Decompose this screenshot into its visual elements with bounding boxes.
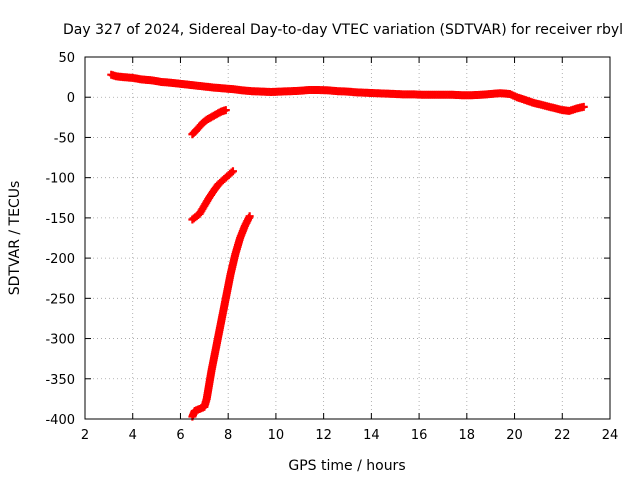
series-2 [188, 167, 237, 224]
y-tick-label: -100 [45, 172, 75, 187]
data-point [227, 168, 236, 177]
x-tick-label: 22 [554, 428, 571, 443]
x-axis-label: GPS time / hours [288, 458, 405, 474]
chart-title: Day 327 of 2024, Sidereal Day-to-day VTE… [63, 22, 623, 38]
x-tick-label: 4 [129, 428, 137, 443]
x-tick-label: 6 [176, 428, 184, 443]
y-tick-label: -150 [45, 212, 75, 227]
data-point [228, 167, 237, 176]
series-1 [188, 106, 230, 139]
data-point [579, 102, 588, 111]
x-tick-label: 2 [81, 428, 89, 443]
y-tick-label: 50 [58, 51, 75, 66]
series-3 [188, 212, 254, 421]
x-tick-label: 10 [268, 428, 285, 443]
grid [85, 57, 610, 419]
x-tick-label: 20 [506, 428, 523, 443]
data-point [245, 212, 254, 221]
series-0 [107, 70, 588, 115]
x-tick-label: 24 [602, 428, 619, 443]
data-points [107, 70, 588, 421]
x-tick-label: 12 [315, 428, 332, 443]
y-tick-label: -350 [45, 373, 75, 388]
y-axis-label: SDTVAR / TECUs [7, 181, 23, 296]
y-tick-label: 0 [67, 91, 75, 106]
y-tick-label: -300 [45, 333, 75, 348]
x-tick-label: 16 [411, 428, 428, 443]
plot-frame [84, 56, 611, 420]
axis-ticks: 2 4 6 8 10 12 14 16 18 20 22 24-400-350-300-250-200… [45, 51, 618, 443]
y-tick-label: -50 [54, 131, 75, 146]
y-tick-label: -200 [45, 252, 75, 267]
x-tick-label: 8 [224, 428, 232, 443]
x-tick-label: 18 [459, 428, 476, 443]
y-tick-label: -250 [45, 292, 75, 307]
x-tick-label: 14 [363, 428, 380, 443]
y-tick-label: -400 [45, 413, 75, 428]
data-point [221, 106, 230, 115]
